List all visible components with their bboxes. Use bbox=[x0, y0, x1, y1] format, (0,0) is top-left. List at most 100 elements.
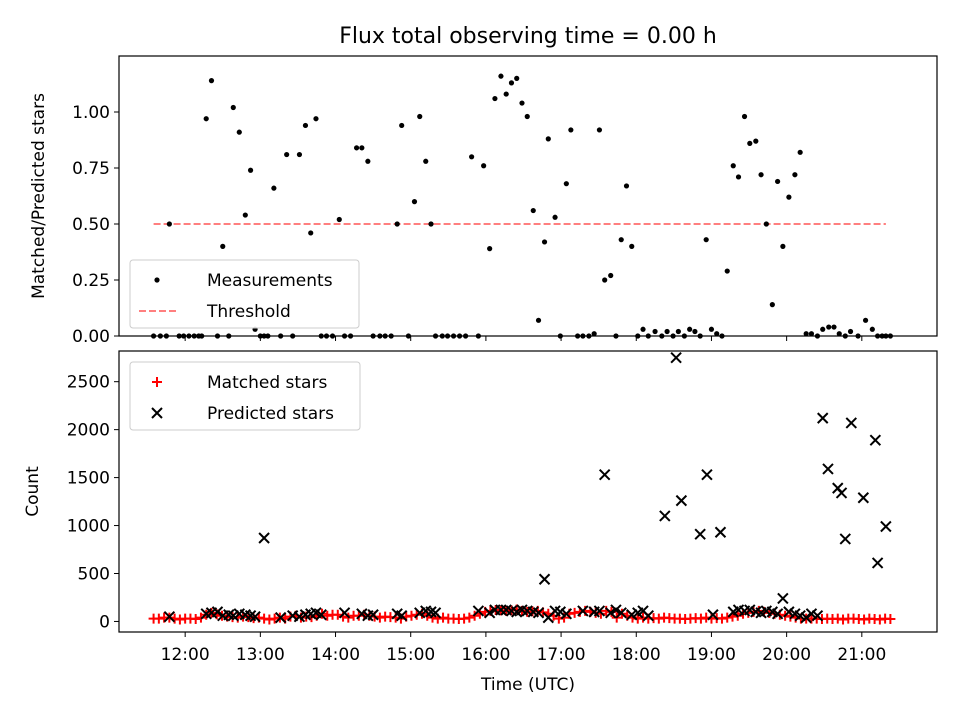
predicted-marker bbox=[315, 609, 327, 621]
predicted-marker bbox=[675, 494, 688, 507]
predicted-marker bbox=[857, 492, 870, 504]
data-point bbox=[498, 73, 504, 79]
predicted-marker bbox=[701, 469, 713, 481]
data-point bbox=[394, 221, 400, 227]
data-point bbox=[247, 167, 254, 173]
predicted-marker bbox=[532, 607, 545, 619]
y-tick-label: 1000 bbox=[67, 517, 110, 537]
x-tick-label: 14:00 bbox=[311, 645, 360, 665]
data-point bbox=[302, 122, 309, 129]
predicted-marker bbox=[694, 528, 706, 540]
data-point bbox=[417, 113, 423, 120]
matched-marker bbox=[195, 612, 206, 623]
predicted-marker bbox=[835, 487, 848, 499]
series-predicted-stars bbox=[163, 352, 892, 624]
data-point bbox=[714, 331, 720, 337]
data-point bbox=[753, 138, 759, 144]
predicted-marker bbox=[659, 510, 671, 522]
data-point bbox=[735, 174, 742, 180]
legend: Matched stars Predicted stars bbox=[129, 361, 361, 431]
data-point bbox=[724, 268, 730, 274]
data-point bbox=[492, 95, 498, 102]
legend-box bbox=[129, 361, 361, 431]
predicted-marker bbox=[880, 520, 892, 533]
bottom-panel-count: 0 500 1000 1500 2000 2500 12:00 13:00 14:00 15:00… bbox=[23, 350, 938, 695]
data-point bbox=[524, 113, 530, 120]
data-point bbox=[826, 324, 832, 330]
data-point bbox=[541, 239, 548, 245]
predicted-marker bbox=[800, 611, 812, 624]
data-point bbox=[535, 317, 542, 323]
data-point bbox=[230, 104, 236, 111]
predicted-marker bbox=[472, 605, 485, 617]
data-point bbox=[503, 91, 509, 97]
y-tick-label: 0.25 bbox=[72, 271, 110, 291]
data-point bbox=[836, 331, 842, 337]
predicted-marker bbox=[869, 434, 882, 446]
data-point bbox=[411, 199, 418, 205]
data-point bbox=[797, 149, 803, 155]
data-point bbox=[336, 216, 342, 223]
x-tick-label: 16:00 bbox=[461, 645, 510, 665]
predicted-marker bbox=[604, 607, 617, 619]
legend-label: Predicted stars bbox=[207, 404, 334, 424]
y-axis-label: Matched/Predicted stars bbox=[29, 93, 49, 299]
predicted-marker bbox=[670, 352, 682, 364]
y-tick-label: 1.00 bbox=[72, 103, 110, 123]
predicted-marker bbox=[610, 604, 622, 616]
data-point bbox=[220, 243, 226, 249]
data-point bbox=[769, 302, 775, 308]
data-point bbox=[365, 158, 371, 164]
predicted-marker bbox=[598, 469, 611, 481]
data-point bbox=[703, 237, 709, 243]
x-tick-label: 18:00 bbox=[612, 645, 661, 665]
data-point bbox=[552, 214, 558, 220]
axes-frame bbox=[118, 350, 938, 633]
predicted-marker bbox=[615, 607, 627, 619]
matched-marker bbox=[885, 614, 896, 625]
predicted-marker bbox=[163, 610, 176, 623]
data-point bbox=[775, 178, 781, 185]
predicted-marker bbox=[871, 557, 884, 569]
predicted-marker bbox=[707, 609, 719, 621]
y-axis-label: Count bbox=[23, 466, 43, 517]
data-point bbox=[313, 116, 319, 122]
data-point bbox=[747, 140, 753, 146]
data-point bbox=[563, 181, 569, 187]
y-tick-label: 0.00 bbox=[72, 327, 110, 347]
predicted-marker bbox=[642, 609, 655, 622]
data-point bbox=[623, 183, 630, 189]
predicted-marker bbox=[538, 573, 551, 585]
data-point bbox=[208, 78, 215, 84]
x-tick-label: 15:00 bbox=[386, 645, 435, 665]
data-point bbox=[353, 145, 360, 151]
x-tick-label: 17:00 bbox=[537, 645, 586, 665]
data-point bbox=[359, 145, 365, 151]
predicted-marker bbox=[771, 608, 784, 620]
data-point bbox=[166, 221, 172, 227]
data-point bbox=[687, 326, 693, 332]
legend-marker-matched bbox=[152, 377, 162, 387]
y-tick-label: 2500 bbox=[67, 373, 110, 393]
y-tick-label: 0.75 bbox=[72, 159, 110, 179]
data-point bbox=[242, 212, 248, 218]
data-point bbox=[469, 154, 475, 160]
legend-marker-predicted bbox=[151, 407, 163, 419]
y-tick-label: 1500 bbox=[67, 469, 110, 489]
data-point bbox=[831, 324, 837, 330]
predicted-marker bbox=[211, 606, 224, 618]
predicted-marker bbox=[367, 609, 379, 621]
data-point bbox=[618, 237, 624, 243]
data-point bbox=[271, 185, 277, 191]
predicted-marker bbox=[560, 608, 573, 620]
x-tick-label: 19:00 bbox=[687, 645, 736, 665]
predicted-marker bbox=[714, 526, 727, 538]
legend-label: Matched stars bbox=[207, 373, 327, 393]
y-tick-label: 500 bbox=[78, 564, 110, 584]
data-point bbox=[508, 80, 515, 86]
data-point bbox=[808, 331, 815, 337]
data-point bbox=[428, 221, 434, 227]
data-point bbox=[530, 207, 536, 214]
data-point bbox=[652, 328, 658, 335]
